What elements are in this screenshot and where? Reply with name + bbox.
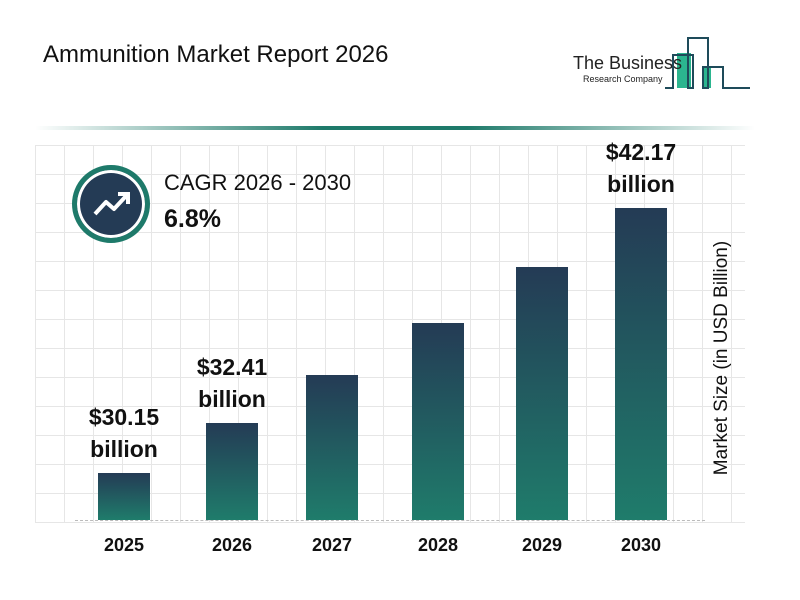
data-label-value: $42.17 [605, 139, 677, 166]
data-label: $30.15 billion [64, 401, 184, 465]
data-label-unit: billion [198, 385, 266, 412]
x-tick-label: 2025 [103, 535, 145, 555]
bar-2025 [98, 472, 150, 520]
logo-buildings-icon [665, 37, 750, 89]
data-label-value: $32.41 [196, 353, 268, 380]
x-tick-label: 2029 [521, 535, 563, 555]
bar-2026 [206, 422, 258, 520]
data-label-value: $30.15 [88, 403, 160, 430]
header-divider [35, 126, 755, 130]
logo-text-line1: The Business [573, 53, 683, 73]
page-title: Ammunition Market Report 2026 [43, 41, 389, 68]
company-logo: The Business Research Company [565, 35, 755, 95]
x-tick-label: 2030 [620, 535, 662, 555]
cagr-value: 6.8% [164, 205, 221, 233]
data-label: $42.17 billion [581, 136, 701, 200]
bar-2028 [412, 322, 464, 520]
data-label-unit: billion [607, 171, 675, 198]
bar-2030 [615, 208, 667, 520]
x-tick-label: 2026 [211, 535, 253, 555]
x-tick-label: 2028 [417, 535, 459, 555]
x-axis-baseline [75, 520, 705, 521]
trend-up-arrow-icon [72, 165, 150, 243]
data-label: $32.41 billion [172, 351, 292, 415]
logo-text-line2: Research Company [583, 74, 663, 84]
x-tick-label: 2027 [311, 535, 353, 555]
bar-2027 [306, 374, 358, 520]
y-axis-label: Market Size (in USD Billion) [711, 240, 732, 476]
data-label-unit: billion [90, 435, 158, 462]
bar-2029 [516, 267, 568, 520]
cagr-label: CAGR 2026 - 2030 [164, 170, 352, 195]
